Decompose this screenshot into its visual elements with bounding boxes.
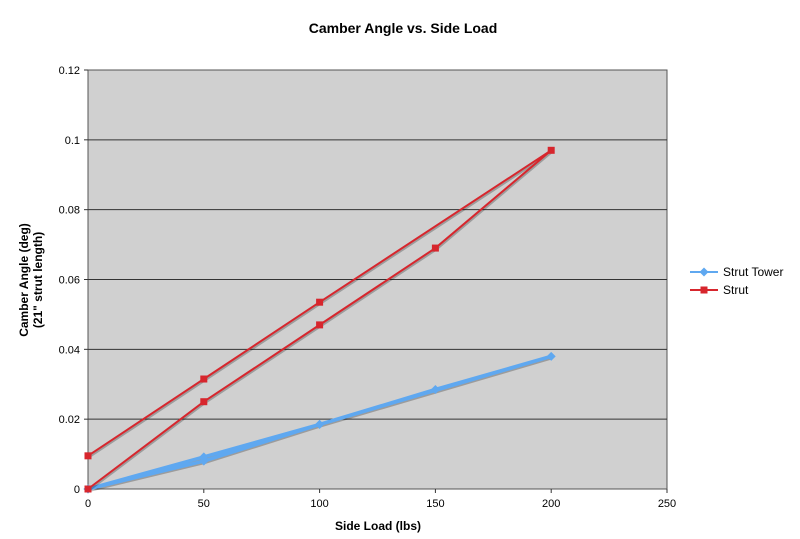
x-tick-label: 150 — [426, 498, 444, 510]
x-axis-label: Side Load (lbs) — [335, 519, 421, 533]
legend-label: Strut Tower — [723, 265, 783, 279]
series-line-strut-tower — [87, 354, 552, 491]
data-point — [200, 375, 208, 383]
x-tick-label: 250 — [658, 498, 676, 510]
data-point — [84, 452, 92, 460]
data-point — [200, 398, 208, 406]
data-point — [84, 485, 92, 493]
series-shadow — [88, 150, 553, 492]
data-point — [316, 321, 324, 329]
data-point — [199, 452, 209, 462]
y-tick-label: 0.1 — [65, 135, 80, 147]
data-point — [430, 384, 440, 394]
data-point — [316, 298, 324, 306]
data-point — [547, 146, 555, 154]
data-point — [431, 244, 439, 252]
y-tick-label: 0.04 — [59, 344, 80, 356]
y-tick-label: 0 — [74, 484, 80, 496]
data-point — [700, 286, 708, 294]
y-axis-label: Camber Angle (deg) — [17, 223, 31, 337]
x-tick-label: 200 — [542, 498, 560, 510]
chart-title: Camber Angle vs. Side Load — [309, 20, 498, 36]
legend-label: Strut — [723, 283, 749, 297]
y-axis-label-sub: (21" strut length) — [31, 232, 45, 328]
y-tick-label: 0.08 — [59, 205, 80, 217]
y-tick-label: 0.12 — [59, 65, 80, 77]
y-tick-label: 0.06 — [59, 275, 80, 287]
x-tick-label: 50 — [198, 498, 210, 510]
data-point — [315, 419, 325, 429]
data-point — [546, 351, 556, 361]
data-point — [699, 267, 709, 277]
x-tick-label: 0 — [85, 498, 91, 510]
series-line-strut — [87, 149, 552, 490]
legend: Strut Tower Strut — [690, 265, 783, 297]
x-tick-label: 100 — [310, 498, 328, 510]
y-tick-label: 0.02 — [59, 414, 80, 426]
